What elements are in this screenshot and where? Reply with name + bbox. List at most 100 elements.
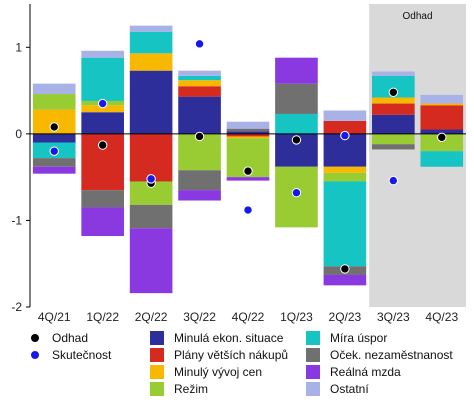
legend: Odhad Skutečnost Minulá ekon. situace Plány…	[31, 331, 453, 396]
x-tick-label-3q-22: 3Q/22	[183, 310, 216, 324]
legend-swatch-ocek-nezamestnanost	[306, 348, 320, 362]
legend-label-minuly-vyvoj-cen: Minulý vývoj cen	[174, 365, 262, 379]
bar-segment-realna-mzda-4q-21	[32, 166, 76, 174]
marker-points	[49, 39, 447, 274]
legend-swatch-minuly-vyvoj-cen	[150, 365, 164, 379]
bar-segment-mira-uspor-3q-23	[372, 75, 415, 98]
legend-label-realna-mzda: Reálná mzda	[330, 365, 401, 379]
bar-segment-ostatni-2q-23	[323, 110, 367, 121]
bar-segment-realna-mzda-4q-22	[226, 177, 270, 181]
legend-label-minula-ekon-situace: Minulá ekon. situace	[174, 331, 284, 345]
bar-segment-realna-mzda-2q-23	[323, 274, 367, 286]
point-skutecnost-3q-22	[194, 39, 205, 49]
point-odhad-2q-23	[340, 264, 350, 274]
bar-segment-realna-mzda-1q-23	[275, 57, 318, 84]
bar-segment-minula-ekon-situace-2q-22	[129, 70, 173, 134]
bar-segment-minuly-vyvoj-cen-1q-22	[81, 105, 124, 113]
y-tick-label: -1	[11, 213, 22, 227]
legend-marker-odhad	[31, 334, 39, 342]
bar-segment-ostatni-4q-22	[226, 121, 270, 129]
bar-segment-ocek-nezamestnanost-4q-22	[226, 128, 270, 132]
legend-swatch-rezim	[150, 382, 164, 396]
legend-label-rezim: Režim	[174, 382, 208, 396]
bar-segment-minuly-vyvoj-cen-2q-22	[129, 53, 173, 71]
bar-segment-rezim-2q-23	[323, 172, 367, 182]
point-skutecnost-1q-22	[97, 98, 108, 109]
x-tick-label-1q-22: 1Q/22	[86, 310, 119, 324]
bar-segment-ostatni-3q-22	[178, 70, 221, 76]
point-odhad-4q-22	[243, 166, 253, 176]
point-odhad-3q-23	[388, 87, 399, 98]
legend-label-odhad: Odhad	[52, 331, 88, 345]
bar-segment-rezim-3q-23	[372, 133, 415, 145]
legend-swatch-ostatni	[306, 382, 320, 396]
legend-label-ocek-nezamestnanost: Oček. nezaměstnanost	[330, 348, 453, 362]
bar-segment-minuly-vyvoj-cen-4q-23	[420, 103, 464, 106]
bar-segment-minula-ekon-situace-3q-23	[372, 114, 415, 134]
point-skutecnost-2q-23	[340, 130, 350, 141]
bar-segment-ocek-nezamestnanost-4q-21	[32, 158, 76, 167]
bar-segment-minuly-vyvoj-cen-4q-22	[226, 136, 270, 139]
point-skutecnost-4q-21	[49, 146, 59, 156]
bar-segment-ostatni-2q-22	[129, 25, 173, 32]
bar-segment-minula-ekon-situace-3q-22	[178, 96, 221, 134]
bar-segment-rezim-4q-23	[420, 133, 464, 152]
point-odhad-4q-23	[437, 132, 447, 143]
bar-segment-plany-vetsich-nakupu-2q-23	[323, 120, 367, 134]
bar-segment-mira-uspor-3q-22	[178, 75, 221, 81]
x-tick-label-4q-22: 4Q/22	[232, 310, 265, 324]
bar-segment-realna-mzda-2q-22	[129, 228, 173, 294]
legend-swatch-minula-ekon-situace	[150, 331, 164, 345]
point-odhad-4q-21	[49, 122, 59, 132]
x-tick-label-4q-23: 4Q/23	[425, 310, 458, 324]
bar-segment-minula-ekon-situace-4q-23	[420, 129, 464, 134]
bar-segment-plany-vetsich-nakupu-3q-23	[372, 103, 415, 115]
legend-label-plany-vetsich-nakupu: Plány větších nákupů	[174, 348, 288, 362]
y-tick-label: 1	[15, 40, 22, 54]
bar-segment-minula-ekon-situace-4q-21	[32, 133, 76, 143]
y-tick-label: -2	[11, 300, 22, 314]
bar-segment-ocek-nezamestnanost-2q-22	[129, 204, 173, 229]
bar-segment-minula-ekon-situace-1q-22	[81, 112, 124, 134]
point-skutecnost-4q-22	[243, 205, 253, 215]
bar-segment-ocek-nezamestnanost-3q-23	[372, 144, 415, 150]
bar-segment-minula-ekon-situace-4q-22	[226, 131, 270, 134]
x-tick-label-3q-23: 3Q/23	[377, 310, 410, 324]
legend-label-mira-uspor: Míra úspor	[330, 331, 387, 345]
point-odhad-1q-22	[97, 140, 108, 150]
axes: -2 -1 0 1 4Q/21 1Q/22 2Q/22 3Q/22 4Q/22 1Q/23 2Q/2…	[11, 4, 466, 324]
bar-segment-realna-mzda-3q-22	[178, 190, 221, 201]
bar-segment-plany-vetsich-nakupu-2q-22	[129, 133, 173, 182]
shaded-region-label: Odhad	[403, 11, 433, 22]
x-tick-label-4q-21: 4Q/21	[38, 310, 71, 324]
bar-segment-mira-uspor-1q-23	[275, 113, 318, 134]
legend-marker-skutecnost	[31, 351, 39, 359]
y-tick-label: 0	[15, 127, 22, 141]
bar-segment-ocek-nezamestnanost-1q-23	[275, 83, 318, 114]
bar-segment-minuly-vyvoj-cen-3q-22	[178, 80, 221, 87]
x-tick-label-2q-23: 2Q/23	[329, 310, 362, 324]
point-skutecnost-3q-23	[388, 175, 399, 186]
bar-segment-mira-uspor-2q-23	[323, 181, 367, 267]
bar-segment-plany-vetsich-nakupu-4q-23	[420, 105, 464, 130]
bar-segment-ostatni-3q-23	[372, 71, 415, 76]
bar-segment-ostatni-1q-22	[81, 50, 124, 58]
point-odhad-1q-23	[291, 135, 302, 145]
point-skutecnost-2q-22	[146, 174, 156, 184]
bar-segment-ostatni-4q-21	[32, 83, 76, 95]
legend-label-ostatni: Ostatní	[330, 382, 369, 396]
x-tick-label-1q-23: 1Q/23	[280, 310, 313, 324]
point-skutecnost-1q-23	[291, 188, 302, 198]
bar-segment-ocek-nezamestnanost-1q-22	[81, 190, 124, 208]
bar-segment-mira-uspor-2q-22	[129, 31, 173, 54]
bar-segment-realna-mzda-1q-22	[81, 207, 124, 237]
x-tick-label-2q-22: 2Q/22	[135, 310, 168, 324]
legend-swatch-realna-mzda	[306, 365, 320, 379]
bar-segment-rezim-2q-22	[129, 181, 173, 205]
bar-segment-ocek-nezamestnanost-3q-22	[178, 170, 221, 191]
bar-segment-plany-vetsich-nakupu-3q-22	[178, 86, 221, 97]
legend-swatch-plany-vetsich-nakupu	[150, 348, 164, 362]
bar-segment-minuly-vyvoj-cen-2q-23	[323, 166, 367, 173]
